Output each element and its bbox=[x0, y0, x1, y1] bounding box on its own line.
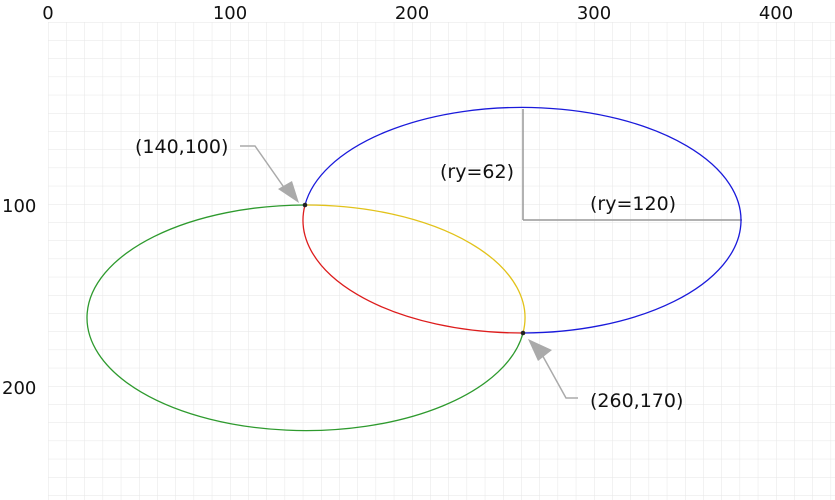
ry-label: (ry=62) bbox=[440, 161, 514, 183]
x-axis-ticks: 0 100 200 300 400 bbox=[42, 3, 793, 24]
green-arc bbox=[86, 204, 524, 432]
rx-label: (ry=120) bbox=[590, 193, 676, 215]
x-tick-100: 100 bbox=[213, 3, 247, 24]
y-tick-100: 100 bbox=[2, 196, 36, 217]
blue-arc bbox=[304, 106, 742, 334]
red-arc bbox=[302, 204, 524, 334]
start-point-label: (140,100) bbox=[135, 136, 228, 158]
grid-background bbox=[48, 22, 835, 500]
end-pointer bbox=[528, 339, 578, 399]
start-point-marker bbox=[302, 202, 308, 208]
x-tick-400: 400 bbox=[759, 3, 793, 24]
x-tick-300: 300 bbox=[577, 3, 611, 24]
y-axis-ticks: 100 200 bbox=[2, 196, 36, 399]
x-tick-200: 200 bbox=[395, 3, 429, 24]
start-pointer bbox=[240, 145, 299, 203]
y-tick-200: 200 bbox=[2, 378, 36, 399]
yellow-arc bbox=[304, 204, 526, 334]
end-point-marker bbox=[520, 330, 526, 336]
end-point-label: (260,170) bbox=[590, 390, 683, 412]
x-tick-0: 0 bbox=[42, 3, 53, 24]
